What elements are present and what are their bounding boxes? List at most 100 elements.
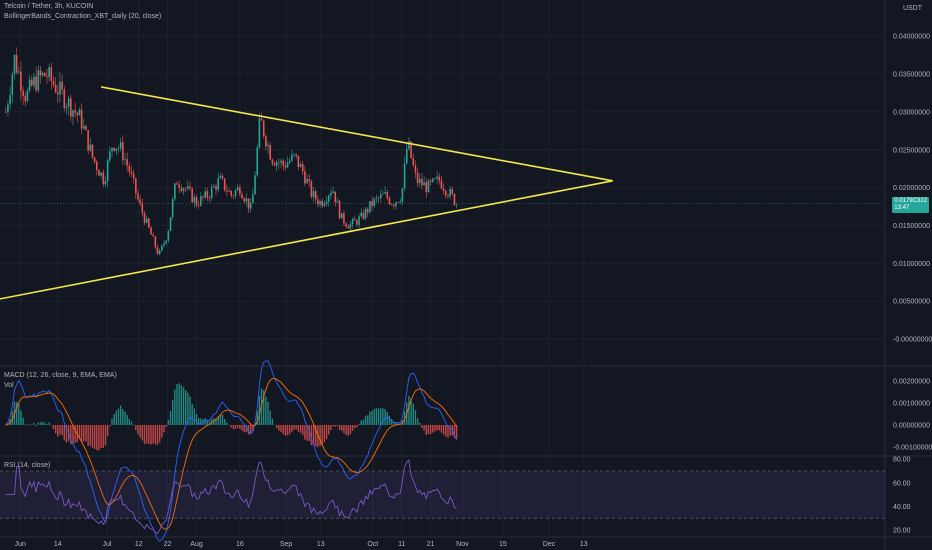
candle-body xyxy=(169,217,172,232)
macd-histogram-bar xyxy=(362,419,365,425)
macd-histogram-bar xyxy=(397,423,399,425)
macd-histogram-bar xyxy=(232,425,235,430)
macd-histogram-bar xyxy=(325,425,328,440)
candle-body xyxy=(215,186,217,190)
macd-histogram-bar xyxy=(445,425,447,437)
macd-histogram-bar xyxy=(59,425,61,435)
candle-body xyxy=(54,84,57,93)
macd-histogram-bar xyxy=(438,425,440,431)
candle-body xyxy=(33,76,35,86)
candle-body xyxy=(96,161,98,171)
candle-body xyxy=(392,204,395,207)
macd-histogram-bar xyxy=(295,425,297,430)
candle-body xyxy=(98,170,100,176)
macd-histogram-bar xyxy=(412,403,414,425)
candle-body xyxy=(269,144,272,160)
macd-histogram-bar xyxy=(373,409,375,425)
candle-body xyxy=(256,147,259,176)
candle-body xyxy=(20,71,22,91)
candle-body xyxy=(156,247,159,255)
macd-histogram-bar xyxy=(26,425,29,426)
macd-histogram-bar xyxy=(70,425,72,445)
y-tick-label: 0.02500000 xyxy=(893,147,930,154)
candle-body xyxy=(176,183,178,185)
macd-histogram-bar xyxy=(252,425,254,431)
macd-histogram-bar xyxy=(393,421,395,425)
macd-histogram-bar xyxy=(312,425,315,446)
candle-body xyxy=(252,194,254,204)
candle-body xyxy=(182,188,185,191)
candle-body xyxy=(50,67,53,81)
candle-body xyxy=(126,159,128,166)
candle-body xyxy=(345,223,347,227)
macd-histogram-bar xyxy=(98,425,100,451)
candle-body xyxy=(325,201,328,204)
macd-histogram-bar xyxy=(371,410,373,425)
macd-histogram-bar xyxy=(102,425,105,449)
candle-body xyxy=(59,81,61,95)
candle-body xyxy=(187,186,189,189)
macd-histogram-bar xyxy=(369,411,371,425)
macd-histogram-bar xyxy=(241,425,243,431)
macd-histogram-bar xyxy=(80,425,83,442)
candle-body xyxy=(297,155,300,168)
macd-histogram-bar xyxy=(221,414,224,425)
candle-body xyxy=(397,202,399,203)
macd-histogram-bar xyxy=(171,400,174,425)
macd-histogram-bar xyxy=(104,425,107,446)
candle-body xyxy=(399,201,402,203)
macd-histogram-bar xyxy=(39,422,42,425)
x-tick-label: 16 xyxy=(236,541,244,548)
candle-body xyxy=(13,54,16,75)
candle-body xyxy=(410,141,412,159)
macd-histogram-bar xyxy=(169,410,172,425)
candle-body xyxy=(24,95,27,102)
candle-body xyxy=(436,176,438,179)
macd-histogram-bar xyxy=(141,425,144,441)
candle-body xyxy=(384,192,386,194)
candle-body xyxy=(236,187,239,191)
macd-histogram-bar xyxy=(210,419,213,425)
macd-histogram-bar xyxy=(282,425,284,434)
candle-body xyxy=(163,243,165,246)
candle-body xyxy=(362,212,365,219)
candle-body xyxy=(258,118,261,148)
candle-body xyxy=(206,191,209,198)
macd-histogram-bar xyxy=(423,425,425,431)
macd-histogram-bar xyxy=(219,414,222,425)
candle-body xyxy=(312,191,315,197)
macd-histogram-bar xyxy=(436,425,438,431)
candle-body xyxy=(91,144,94,158)
macd-histogram-bar xyxy=(336,425,339,427)
candle-body xyxy=(204,191,206,198)
candle-body xyxy=(230,190,232,196)
candle-body xyxy=(41,72,44,76)
candle-body xyxy=(26,90,29,102)
candle-body xyxy=(63,89,66,109)
macd-histogram-bar xyxy=(148,425,150,444)
candle-body xyxy=(61,81,63,90)
macd-histogram-bar xyxy=(28,423,31,425)
macd-histogram-bar xyxy=(453,425,456,438)
x-tick-label: Nov xyxy=(456,541,469,548)
currency-label: USDT xyxy=(902,5,922,12)
candle-body xyxy=(221,175,224,179)
candle-body xyxy=(265,136,267,147)
x-tick-label: 11 xyxy=(398,541,405,548)
macd-histogram-bar xyxy=(130,421,133,425)
candle-body xyxy=(317,199,319,205)
macd-histogram-bar xyxy=(33,422,35,425)
macd-histogram-bar xyxy=(388,415,391,425)
candle-body xyxy=(213,186,215,188)
macd-histogram-bar xyxy=(93,425,96,449)
macd-histogram-bar xyxy=(434,425,436,432)
macd-histogram-bar xyxy=(384,409,386,425)
macd-histogram-bar xyxy=(419,422,421,425)
macd-histogram-bar xyxy=(250,425,252,435)
candle-body xyxy=(390,203,393,205)
macd-histogram-bar xyxy=(195,413,198,425)
macd-y-tick-label: 0.00200000 xyxy=(893,379,930,386)
macd-histogram-bar xyxy=(432,425,434,433)
candle-body xyxy=(416,172,419,184)
